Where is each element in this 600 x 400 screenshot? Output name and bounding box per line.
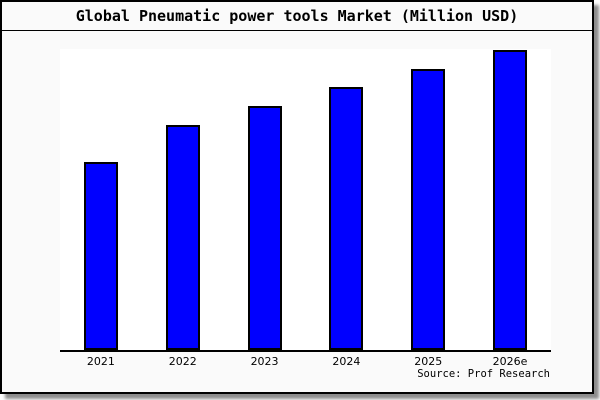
x-tick-label-2021: 2021: [86, 355, 115, 368]
plot-area: [60, 49, 551, 352]
x-tick-label-2024: 2024: [332, 355, 361, 368]
chart-frame: Global Pneumatic power tools Market (Mil…: [0, 0, 594, 394]
x-tick-label-2022: 2022: [168, 355, 197, 368]
bar-2026e: [493, 50, 528, 350]
bar-2022: [165, 125, 200, 350]
bar-2021: [83, 162, 118, 350]
x-tick-label-2026e: 2026e: [492, 355, 528, 368]
bar-series: [60, 49, 551, 350]
x-tick-label-2025: 2025: [414, 355, 443, 368]
x-tick-label-2023: 2023: [250, 355, 279, 368]
chart-title: Global Pneumatic power tools Market (Mil…: [2, 2, 592, 31]
bar-2025: [411, 69, 446, 350]
bar-2023: [247, 106, 282, 350]
x-axis-labels: 2021 2022 2023 2024 2025 2026e: [60, 355, 551, 368]
bar-2024: [329, 87, 364, 350]
source-credit: Source: Prof Research: [417, 368, 550, 380]
